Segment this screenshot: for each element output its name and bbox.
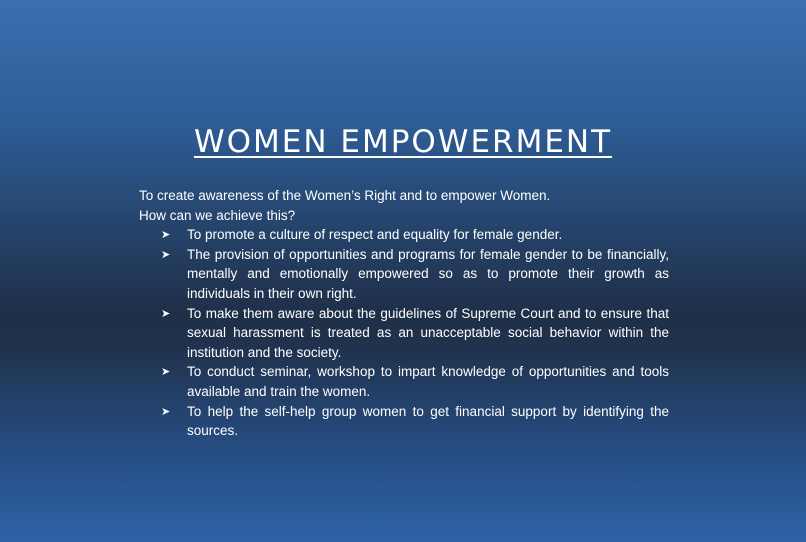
bullet-text: To promote a culture of respect and equa… (187, 227, 563, 243)
bullet-text: To help the self-help group women to get… (187, 403, 669, 439)
slide-title: WOMEN EMPOWERMENT (193, 124, 613, 160)
arrow-bullet-icon: ➤ (161, 228, 171, 242)
arrow-bullet-icon: ➤ (161, 404, 171, 418)
arrow-bullet-icon: ➤ (161, 365, 171, 379)
bullet-item-self-help: ➤ To help the self-help group women to g… (161, 402, 669, 441)
arrow-bullet-icon: ➤ (161, 306, 171, 320)
intro-line-2: How can we achieve this? (139, 207, 296, 223)
slide-body: To create awareness of the Women’s Right… (139, 186, 669, 441)
bullet-item-awareness: ➤ To make them aware about the guideline… (161, 304, 669, 363)
bullet-item-opportunities: ➤ The provision of opportunities and pro… (161, 245, 669, 304)
bullet-text: To conduct seminar, workshop to impart k… (187, 364, 669, 399)
bullet-item-seminar: ➤ To conduct seminar, workshop to impart… (161, 362, 669, 401)
bullet-text: To make them aware about the guidelines … (187, 305, 669, 360)
arrow-bullet-icon: ➤ (161, 247, 171, 261)
bullet-item-culture: ➤ To promote a culture of respect and eq… (161, 225, 669, 245)
bullet-list: ➤ To promote a culture of respect and eq… (139, 225, 669, 441)
intro-line-1: To create awareness of the Women’s Right… (139, 188, 551, 203)
bullet-text: The provision of opportunities and progr… (187, 246, 669, 301)
